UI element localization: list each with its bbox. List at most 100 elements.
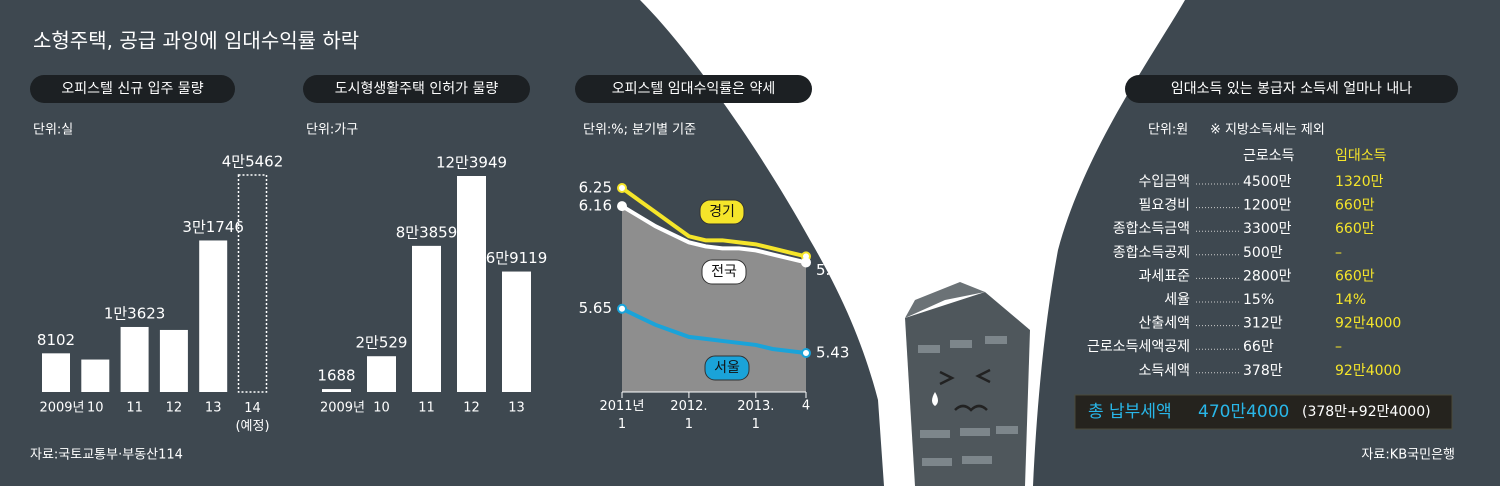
total-label: 총 납부세액 [1088,402,1172,422]
row-label: 산출세액 [1138,316,1190,332]
point [801,348,811,358]
total-value: 470만4000 [1198,402,1289,422]
bar [237,174,268,393]
x-tick-label: 13 [205,401,222,416]
value-label: 5.43 [816,344,849,362]
point [617,201,627,212]
total-breakdown: (378만+92만4000) [1302,404,1431,420]
cell: 92만4000 [1335,316,1401,332]
row-label: 종합소득공제 [1113,245,1190,261]
panel-header: 오피스텔 신규 입주 물량 [61,81,203,97]
bar [159,329,188,392]
row-label: 세율 [1164,292,1190,308]
bar [412,245,441,392]
panel-header: 오피스텔 임대수익률은 약세 [612,81,775,97]
line [621,306,807,355]
value-label: 8102 [37,331,75,349]
value-label: 3만1746 [182,218,244,236]
x-tick-label: 11 [126,401,143,416]
source: 자료:국토교통부·부동산114 [30,448,183,463]
point [617,303,627,314]
bar [322,389,351,392]
bar [81,359,110,392]
row-label: 소득세액 [1138,363,1190,379]
row-label: 수입금액 [1138,174,1190,190]
point [617,183,627,193]
cell: 14% [1335,292,1366,308]
building-illustration [905,282,1030,486]
panel-header-bg [1125,75,1458,103]
bar [502,271,531,392]
panel-header-bg [30,75,235,103]
line [620,186,807,259]
value-label: 12만3949 [436,154,507,172]
value-label: 1688 [317,367,355,385]
bar [120,326,149,392]
value-label: 6.16 [579,197,612,215]
panel-header-bg [303,75,530,103]
series-label: 경기 [709,204,735,220]
column-header: 근로소득 [1243,148,1295,164]
x-tick-label: 2013. 1 [737,399,774,432]
total-box [1074,394,1453,430]
value-label: 2만529 [356,334,408,352]
bar [457,176,486,392]
cell: 1320만 [1335,174,1384,190]
value-label: 5.88 [816,261,849,279]
value-label: 8만3859 [396,223,458,241]
series-label-bg [699,199,745,225]
value-label: 6.25 [579,179,612,197]
cell: 92만4000 [1335,363,1401,379]
x-tick-label: 13 [508,401,525,416]
cell: 312만 [1243,316,1283,332]
x-tick-label: 12 [166,401,183,416]
cell: 660만 [1335,221,1375,237]
value-label: 6만9119 [486,249,548,267]
cell: 500만 [1243,245,1283,261]
x-tick-label: 14 (예정) [235,401,269,434]
series-label-bg [704,355,750,381]
bar [199,240,228,392]
x-tick-label: 12 [463,401,480,416]
main-title: 소형주택, 공급 과잉에 임대수익률 하락 [33,29,359,53]
unit-label: 단위:%; 분기별 기준 [583,123,696,138]
x-tick-label: 2009년 [39,401,84,416]
value-label: 1만3623 [104,304,166,322]
cell: 2800만 [1243,268,1292,284]
table-note: ※ 지방소득세는 제외 [1210,123,1325,138]
x-tick-label: 4 [802,399,810,414]
value-label: 5.65 [579,299,612,317]
cell: 15% [1243,292,1274,308]
cell: 1200만 [1243,198,1292,214]
table-unit: 단위:원 [1148,123,1188,138]
series-label: 서울 [714,360,740,376]
x-tick-label: 10 [373,401,390,416]
series-label: 전국 [711,264,737,280]
panel-header: 도시형생활주택 인허가 물량 [335,81,499,97]
bar [367,356,396,392]
x-tick-label: 11 [418,401,435,416]
line [620,204,807,265]
point [801,257,811,268]
x-tick-label: 2012. 1 [670,399,707,432]
x-tick-label: 2009년 [320,401,365,416]
source: 자료:KB국민은행 [1361,447,1455,463]
cell: 4500만 [1243,174,1292,190]
cell: 660만 [1335,268,1375,284]
row-label: 필요경비 [1138,198,1190,214]
unit-label: 단위:실 [33,123,73,138]
cell: 3300만 [1243,221,1292,237]
x-tick-label: 10 [87,401,104,416]
panel-header-bg [575,75,812,103]
cell: 660만 [1335,198,1375,214]
cell: 378만 [1243,363,1283,379]
right-background [1033,0,1500,486]
cell: – [1335,339,1342,355]
cell: 66만 [1243,339,1274,355]
value-label: 4만5462 [222,153,284,171]
x-tick-label: 2011년 1 [599,399,644,432]
series-label-bg [701,259,747,285]
bar [42,353,70,392]
row-label: 종합소득금액 [1113,221,1190,237]
